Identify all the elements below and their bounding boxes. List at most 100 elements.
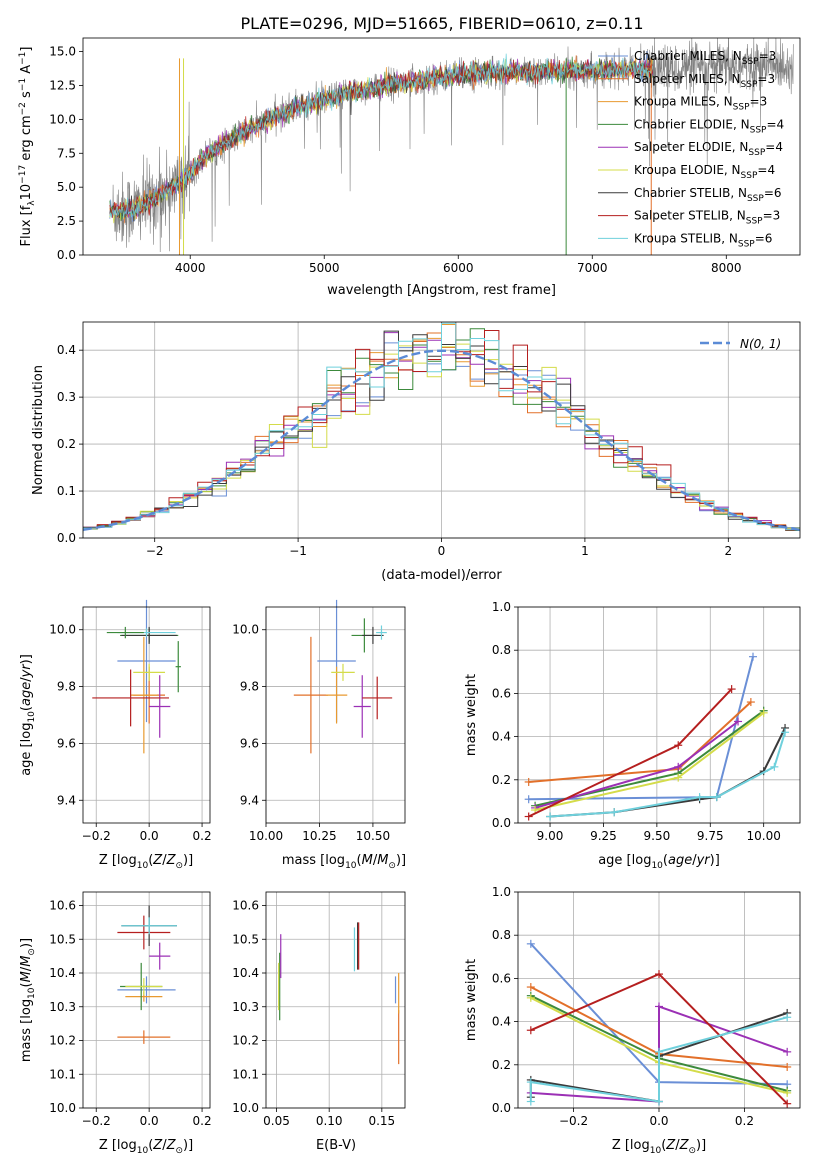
x-axis-label: age [log10(age/yr)] [598,853,720,871]
model-spectrum [109,53,653,218]
weight-line [528,701,752,783]
x-tick-label: 6000 [443,261,474,275]
y-tick-label: 0.1 [57,484,76,498]
y-tick-label: 1.0 [492,885,511,899]
y-tick-label: 10.4 [49,966,76,980]
figure-title: PLATE=0296, MJD=51665, FIBERID=0610, z=0… [240,14,643,33]
y-tick-label: 0.4 [492,1015,511,1029]
y-tick-label: 10.0 [49,623,76,637]
y-tick-label: 0.6 [492,686,511,700]
y-tick-label: 0.2 [492,1058,511,1072]
legend-label: Chabrier STELIB, NSSP=6 [634,186,782,204]
legend-label: Chabrier ELODIE, NSSP=4 [634,117,784,135]
x-tick-label: 0.0 [140,1114,159,1128]
histogram-series [83,322,800,532]
x-tick-label: 9.25 [590,829,617,843]
x-axis-label: Z [log10(Z/Z⊙)] [612,1138,706,1156]
y-tick-label: 12.5 [49,78,76,92]
y-tick-label: 0.2 [492,773,511,787]
y-tick-label: 9.4 [240,793,259,807]
x-axis-label: Z [log10(Z/Z⊙)] [99,1138,193,1156]
spectrum-lines [109,38,794,255]
weight-line [549,732,786,818]
x-tick-label: 1 [581,544,589,558]
y-tick-label: 0.6 [492,971,511,985]
y-tick-label: 10.3 [49,1000,76,1014]
x-axis-label: E(B-V) [316,1138,356,1153]
y-tick-label: 10.6 [232,899,259,913]
y-tick-label: 5.0 [57,180,76,194]
x-tick-label: 9.00 [537,829,564,843]
x-tick-label: 0.2 [735,1114,754,1128]
model-spectrum [109,55,653,224]
x-tick-label: 7000 [577,261,608,275]
plot-frame [265,891,406,1109]
y-tick-label: 10.0 [49,1101,76,1115]
x-axis-label: (data-model)/error [381,568,502,583]
y-tick-label: 10.0 [232,1101,259,1115]
y-tick-label: 0.8 [492,928,511,942]
plot-frame [82,606,211,824]
y-axis-label: Normed distribution [31,365,46,495]
y-tick-label: 0.4 [492,730,511,744]
y-tick-label: 9.8 [57,680,76,694]
y-axis-label: mass weight [464,674,479,756]
x-tick-label: 2 [724,544,732,558]
y-tick-label: 9.8 [240,680,259,694]
y-tick-label: 10.1 [232,1067,259,1081]
x-tick-label: 0.10 [316,1114,343,1128]
y-tick-label: 0.8 [492,643,511,657]
legend-label: Kroupa ELODIE, NSSP=4 [634,163,775,181]
x-tick-label: 10.50 [356,829,390,843]
y-tick-label: 0.0 [492,1101,511,1115]
x-axis-label: Z [log10(Z/Z⊙)] [99,853,193,871]
y-tick-label: 10.6 [49,899,76,913]
y-tick-label: 9.6 [57,736,76,750]
x-tick-label: 8000 [711,261,742,275]
plot-frame [82,891,211,1109]
y-tick-label: 0.0 [492,816,511,830]
y-tick-label: 10.3 [232,1000,259,1014]
x-tick-label: 0 [438,544,446,558]
y-axis-label: Flux [fλ10−17 erg cm−2 s−1 A−1] [18,47,37,247]
residuals-panel: −2 −1 0 1 2 0.0 0.1 0.2 0.3 0.4 (data-model)/error… [31,321,801,583]
y-tick-label: 0.2 [57,437,76,451]
y-tick-label: 10.0 [232,623,259,637]
y-tick-label: 10.1 [49,1067,76,1081]
y-tick-label: 0.0 [57,248,76,262]
x-tick-label: −1 [289,544,307,558]
x-tick-label: 0.2 [193,829,212,843]
y-tick-label: 0.0 [57,531,76,545]
y-tick-label: 0.4 [57,343,76,357]
y-tick-label: 0.3 [57,390,76,404]
x-tick-label: 0.15 [368,1114,395,1128]
y-tick-label: 10.5 [49,932,76,946]
y-tick-label: 10.5 [232,932,259,946]
y-tick-label: 10.0 [49,112,76,126]
x-tick-label: 0.0 [649,1114,668,1128]
weight-vs-metallicity-panel: −0.2 0.0 0.2 0.0 0.2 0.4 0.6 0.8 1.0 mass weight Z… [464,885,801,1156]
x-tick-label: 9.75 [697,829,724,843]
mass-vs-ebv-panel: 0.05 0.10 0.15 10.0 10.1 10.2 10.3 10.4 10.5 10.6… [232,891,406,1153]
x-tick-label: 5000 [309,261,340,275]
y-tick-label: 1.0 [492,600,511,614]
y-tick-label: 9.6 [240,736,259,750]
y-axis-label: mass [log10(M/M⊙)] [19,938,37,1062]
gaussian-curve [83,349,800,531]
histograms [83,322,800,533]
legend-label: Salpeter MILES, NSSP=3 [634,72,775,90]
legend-label: Salpeter STELIB, NSSP=3 [634,209,780,227]
x-axis-label: wavelength [Angstrom, rest frame] [327,283,556,298]
legend-label: N(0, 1) [740,337,781,351]
y-tick-label: 10.4 [232,966,259,980]
x-tick-label: 9.50 [644,829,671,843]
legend-label: Chabrier MILES, NSSP=3 [634,49,776,67]
weight-vs-age-panel: 9.00 9.25 9.50 9.75 10.00 0.0 0.2 0.4 0.6 0.8 1.0 m… [464,600,801,871]
x-tick-label: 0.05 [263,1114,290,1128]
x-tick-label: −0.2 [559,1114,588,1128]
model-spectrum [109,56,653,218]
y-tick-label: 2.5 [57,214,76,228]
plot-frame [265,606,406,824]
plot-frame [517,891,801,1109]
